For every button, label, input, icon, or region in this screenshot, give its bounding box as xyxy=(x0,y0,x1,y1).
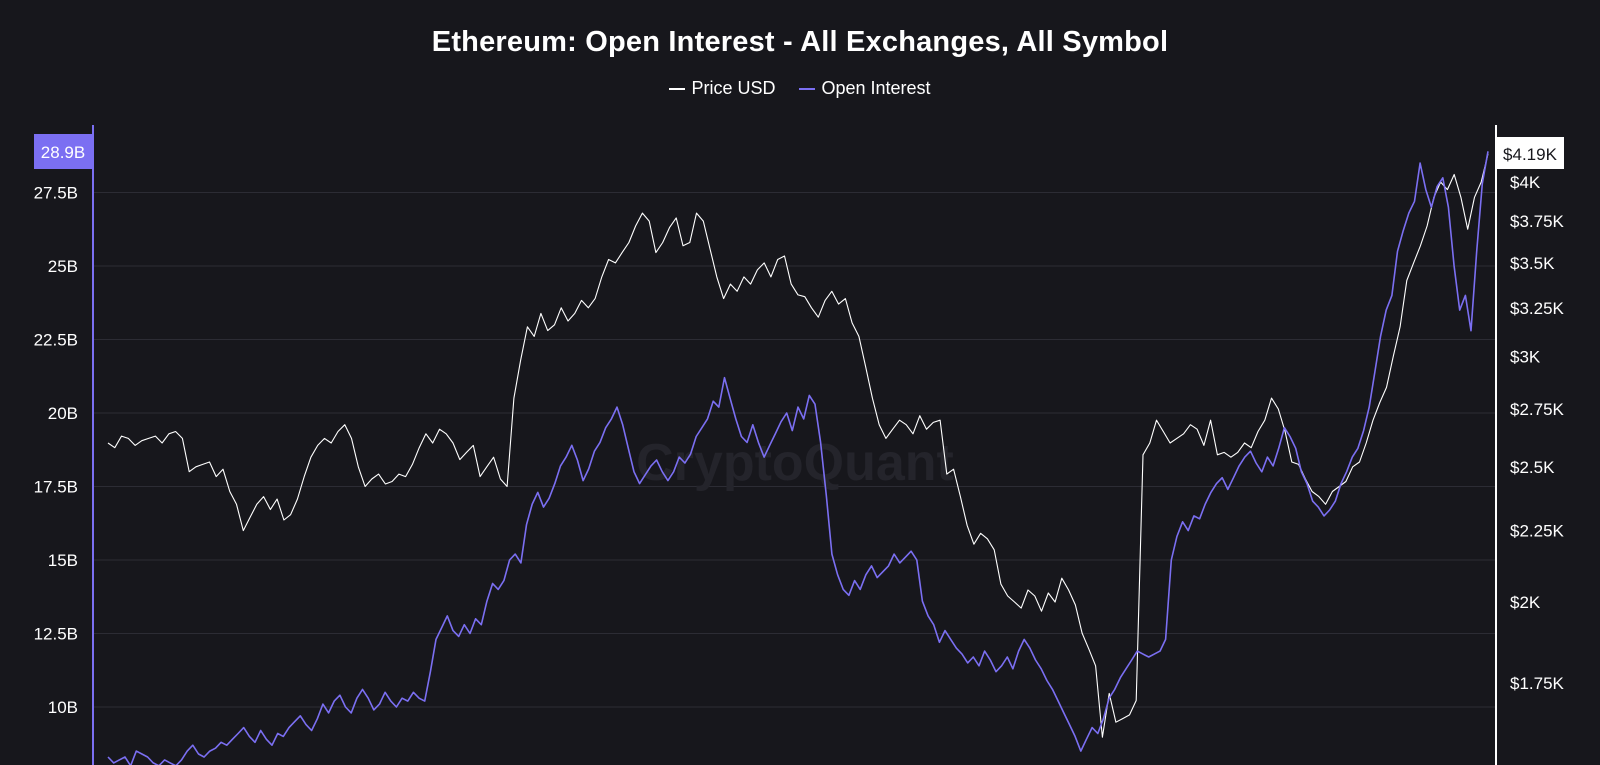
right-tick-label: $2.25K xyxy=(1510,522,1565,541)
chart-title: Ethereum: Open Interest - All Exchanges,… xyxy=(431,26,1169,58)
series-layer xyxy=(107,151,1489,765)
left-tick-label: 27.5B xyxy=(34,184,78,203)
legend-label-open-interest: Open Interest xyxy=(821,78,931,98)
right-tick-label: $3.25K xyxy=(1510,299,1565,318)
left-axis-badge-label: 28.9B xyxy=(41,143,85,162)
legend-swatch-price xyxy=(669,87,686,90)
left-axis-badge: 28.9B xyxy=(34,134,93,169)
right-tick-label: $2.75K xyxy=(1510,400,1565,419)
left-tick-label: 10B xyxy=(48,698,78,717)
right-tick-label: $3.5K xyxy=(1510,254,1555,273)
right-tick-label: $3K xyxy=(1510,347,1541,366)
legend-label-price: Price USD xyxy=(691,78,776,98)
left-tick-label: 12.5B xyxy=(34,625,78,644)
legend: Price USD Open Interest xyxy=(0,78,1600,99)
grid-lines xyxy=(93,192,1496,708)
right-tick-label: $4K xyxy=(1510,173,1541,192)
legend-item-open-interest[interactable]: Open Interest xyxy=(799,78,931,99)
legend-item-price[interactable]: Price USD xyxy=(669,78,775,99)
watermark: CryptoQuant xyxy=(636,434,954,492)
right-tick-label: $2.5K xyxy=(1510,458,1555,477)
open-interest-series-line xyxy=(107,151,1489,765)
left-axis-ticks: 10B 12.5B 15B 17.5B 20B 22.5B 25B 27.5B xyxy=(34,184,78,718)
left-tick-label: 20B xyxy=(48,404,78,423)
left-tick-label: 25B xyxy=(48,257,78,276)
right-axis-ticks: $1.75K $2K $2.25K $2.5K $2.75K $3K $3.25K $3.5K… xyxy=(1510,173,1565,693)
right-axis-badge-label: $4.19K xyxy=(1503,145,1558,164)
price-series-line xyxy=(107,153,1489,738)
right-tick-label: $1.75K xyxy=(1510,674,1565,693)
left-tick-label: 22.5B xyxy=(34,331,78,350)
right-tick-label: $2K xyxy=(1510,593,1541,612)
legend-swatch-open-interest xyxy=(799,87,816,90)
right-axis-badge: $4.19K xyxy=(1496,137,1564,169)
right-tick-label: $3.75K xyxy=(1510,212,1565,231)
left-tick-label: 15B xyxy=(48,551,78,570)
left-tick-label: 17.5B xyxy=(34,478,78,497)
